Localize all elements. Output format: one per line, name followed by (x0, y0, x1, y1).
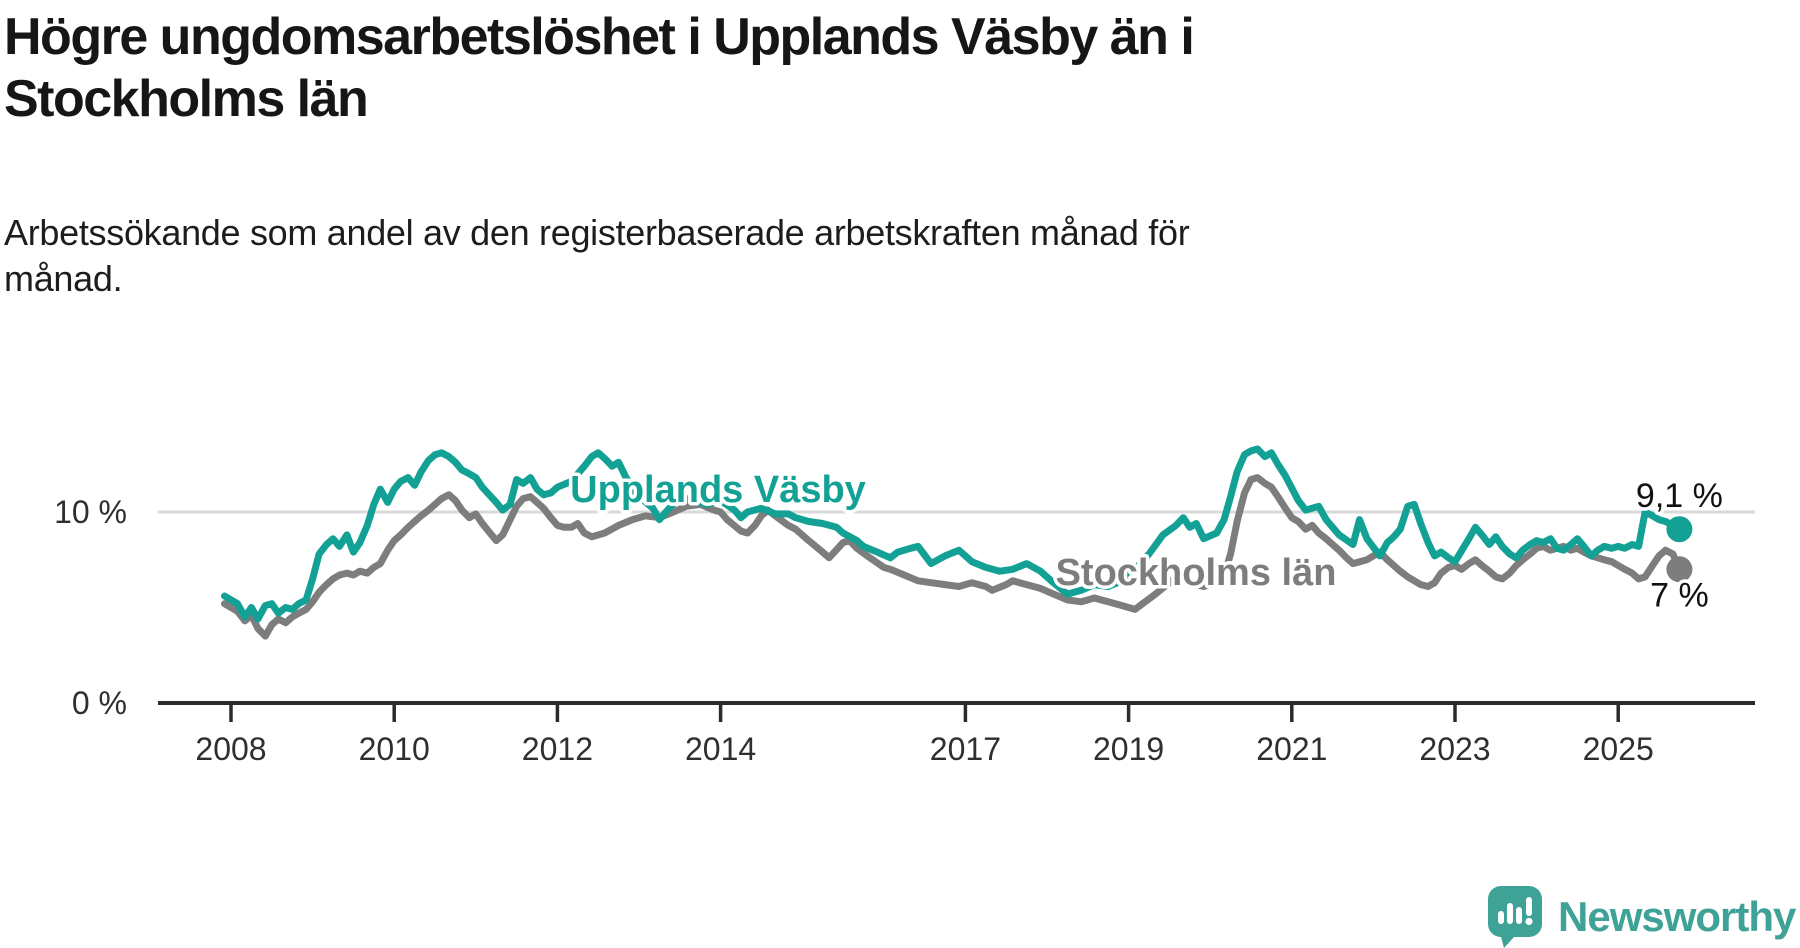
end-value-label-upplands-vasby: 9,1 % (1636, 477, 1723, 515)
series-end-dot-stockholms-lan (1666, 556, 1693, 583)
x-tick-label: 2023 (1419, 731, 1490, 767)
chart-subtitle-line-2: månad. (4, 258, 123, 299)
series-line-stockholms-lan (221, 474, 1683, 640)
y-tick-label: 10 % (54, 494, 127, 530)
chart-title-line-2: Stockholms län (4, 70, 369, 128)
chart-subtitle: Arbetssökande som andel av den registerb… (4, 210, 1504, 302)
series-line-upplands-vasby (221, 445, 1683, 623)
x-tick-label: 2025 (1583, 731, 1654, 767)
newsworthy-logo-icon (1488, 886, 1542, 948)
x-tick-label: 2014 (685, 731, 756, 767)
chart-subtitle-line-1: Arbetssökande som andel av den registerb… (4, 212, 1190, 253)
series-end-dot-upplands-vasby (1666, 516, 1693, 543)
newsworthy-logo: Newsworthy (1488, 886, 1800, 948)
y-tick-label: 0 % (72, 685, 127, 721)
series-label-stockholms-lan: Stockholms län (1056, 552, 1337, 594)
chart-title: Högre ungdomsarbetslöshet i Upplands Väs… (4, 6, 1504, 130)
x-tick-label: 2012 (522, 731, 593, 767)
end-value-label-stockholms-lan: 7 % (1650, 576, 1709, 614)
x-tick-label: 2017 (930, 731, 1001, 767)
x-tick-label: 2010 (359, 731, 430, 767)
newsworthy-brand-text: Newsworthy (1558, 893, 1796, 940)
x-tick-label: 2021 (1256, 731, 1327, 767)
x-tick-label: 2019 (1093, 731, 1164, 767)
x-tick-label: 2008 (195, 731, 266, 767)
series-label-upplands-vasby: Upplands Väsby (570, 469, 866, 511)
chart-title-line-1: Högre ungdomsarbetslöshet i Upplands Väs… (4, 8, 1195, 66)
